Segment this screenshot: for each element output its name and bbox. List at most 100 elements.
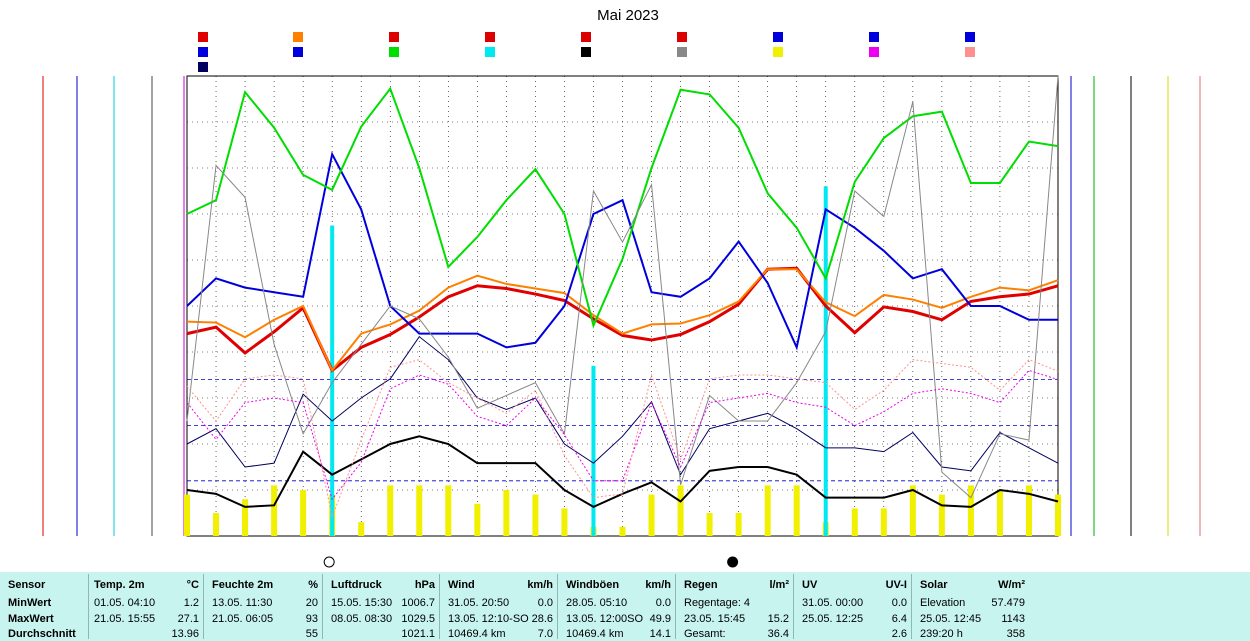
legend-swatch — [293, 32, 303, 42]
bar-sonnenschein — [648, 494, 655, 536]
stats-value: 0.0 — [537, 597, 553, 609]
stats-solar: Solar W/m² Elevation 57.479 25.05. 12:45… — [912, 572, 1029, 641]
stats-time: 21.05. 15:55 — [94, 613, 156, 625]
stats-time: 01.05. 04:10 — [94, 597, 156, 609]
stats-value: 93 — [305, 613, 318, 625]
stats-title: Luftdruck — [331, 579, 382, 591]
stats-row-label: MinWert — [8, 597, 52, 609]
legend-swatch — [198, 47, 208, 57]
stats-value: 20 — [305, 597, 318, 609]
bar-sonnenschein — [1025, 485, 1032, 536]
stats-row-label: Durchschnitt — [8, 628, 76, 640]
bar-sonnenschein — [880, 508, 887, 536]
full-moon-icon — [727, 556, 739, 568]
stats-label: Elevation — [920, 597, 966, 609]
stats-time: 13.05. 11:30 — [212, 597, 273, 609]
legend-swatch — [677, 32, 687, 42]
legend-swatch — [198, 62, 208, 72]
bar-regen — [823, 186, 828, 536]
line-solar — [186, 359, 1059, 519]
stats-value: 57.479 — [991, 597, 1025, 609]
statistics-panel: Sensor MinWert MaxWert Durchschnitt Temp… — [0, 572, 1250, 641]
stats-boeen: Windböen km/h 28.05. 05:10 0.0 13.05. 12… — [558, 572, 675, 641]
stats-value: 6.4 — [891, 613, 907, 625]
stats-value: 1029.5 — [401, 613, 435, 625]
stats-title: Temp. 2m — [94, 579, 145, 591]
bar-sonnenschein — [996, 490, 1003, 536]
stats-unit: % — [308, 579, 318, 591]
bar-sonnenschein — [909, 485, 916, 536]
legend-swatch — [293, 47, 303, 57]
divider — [793, 574, 794, 639]
stats-sensor: Sensor MinWert MaxWert Durchschnitt — [0, 572, 88, 641]
grid — [186, 75, 1059, 537]
stats-value: 55 — [305, 628, 318, 640]
legend-swatch — [677, 47, 687, 57]
bar-sonnenschein — [706, 513, 713, 536]
legend-swatch — [869, 32, 879, 42]
stats-distance: 10469.4 km — [448, 628, 506, 640]
bar-sonnenschein — [938, 494, 945, 536]
legend-swatch — [965, 32, 975, 42]
stats-unit: °C — [186, 579, 199, 591]
stats-unit: UV-I — [885, 579, 907, 591]
stats-time: 25.05. 12:25 — [802, 613, 864, 625]
legend-swatch — [198, 32, 208, 42]
bar-sonnenschein — [1055, 494, 1061, 536]
bar-sonnenschein — [532, 494, 539, 536]
stats-unit: km/h — [645, 579, 671, 591]
stats-title: Windböen — [566, 579, 620, 591]
stats-distance: 10469.4 km — [566, 628, 624, 640]
legend-swatch — [581, 47, 591, 57]
legend-swatch — [389, 47, 399, 57]
chart-title: Mai 2023 — [597, 7, 659, 24]
stats-title: Wind — [448, 579, 475, 591]
line-temp-5cm — [186, 268, 1059, 373]
stats-label: Regentage: 4 — [684, 597, 751, 609]
line-feuchte-2m — [186, 151, 1058, 351]
stats-time: 08.05. 08:30 — [331, 613, 393, 625]
stats-time: 13.05. 12:10-SO — [448, 613, 529, 625]
bar-sonnenschein — [851, 508, 858, 536]
legend-swatch — [773, 32, 783, 42]
stats-title: UV — [802, 579, 818, 591]
bar-sonnenschein — [793, 485, 800, 536]
bar-sonnenschein — [619, 526, 626, 536]
divider — [911, 574, 912, 639]
divider — [439, 574, 440, 639]
bar-sonnenschein — [503, 490, 510, 536]
stats-value: 13.96 — [171, 628, 199, 640]
bar-sonnenschein — [735, 513, 742, 536]
stats-label: 239:20 h — [920, 628, 963, 640]
stats-unit: l/m² — [769, 579, 789, 591]
divider — [322, 574, 323, 639]
divider — [88, 574, 89, 639]
line-uv — [186, 369, 1059, 501]
bar-sonnenschein — [300, 490, 307, 536]
legend-swatch — [869, 47, 879, 57]
stats-value: 1021.1 — [401, 628, 435, 640]
legend-swatch — [389, 32, 399, 42]
weather-chart: Mai 2023 — [42, 7, 1201, 568]
stats-time: 25.05. 12:45 — [920, 613, 982, 625]
stats-value: 36.4 — [767, 628, 789, 640]
legend-swatch — [485, 32, 495, 42]
divider — [557, 574, 558, 639]
stats-title: Regen — [684, 579, 718, 591]
legend-swatch — [773, 47, 783, 57]
stats-unit: km/h — [527, 579, 553, 591]
stats-unit: hPa — [414, 579, 435, 591]
bar-sonnenschein — [416, 485, 423, 536]
bar-sonnenschein — [561, 508, 568, 536]
bar-sonnenschein — [677, 485, 684, 536]
stats-time: 21.05. 06:05 — [212, 613, 274, 625]
line-windb-en — [186, 335, 1059, 476]
bar-regen — [591, 365, 596, 536]
new-moon-icon — [323, 556, 335, 568]
bar-sonnenschein — [474, 503, 481, 536]
bar-regen — [330, 225, 335, 536]
stats-time: 13.05. 12:00SO — [566, 613, 644, 625]
stats-value: 1.2 — [183, 597, 199, 609]
line-luftdruck — [186, 86, 1059, 329]
stats-value: 358 — [1006, 628, 1025, 640]
